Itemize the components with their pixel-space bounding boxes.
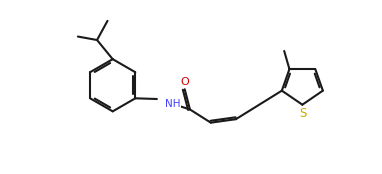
Text: S: S xyxy=(299,107,307,120)
Text: O: O xyxy=(180,77,189,87)
Text: NH: NH xyxy=(165,98,180,109)
